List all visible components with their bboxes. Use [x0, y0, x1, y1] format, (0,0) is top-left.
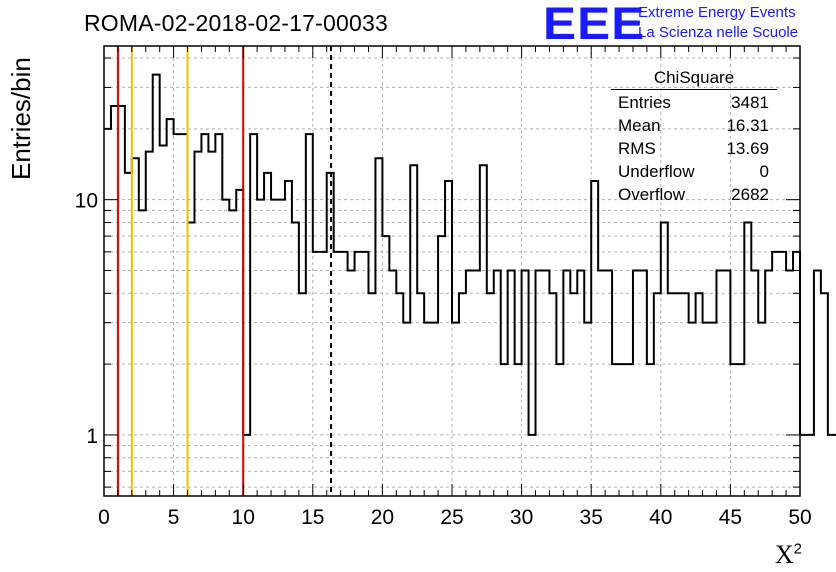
chart-title: ROMA-02-2018-02-17-00033	[84, 10, 388, 36]
logo-acronym: EEE	[543, 0, 646, 49]
stat-row-entries: Entries 3481	[611, 91, 777, 114]
stat-label: Underflow	[618, 162, 695, 181]
stat-row-mean: Mean 16.31	[611, 114, 777, 137]
x-tick-label: 35	[580, 506, 603, 529]
x-tick-label: 10	[232, 506, 255, 529]
stat-label: RMS	[618, 139, 656, 158]
x-tick-label: 45	[719, 506, 742, 529]
histogram-series	[104, 73, 836, 436]
stat-label: Mean	[618, 116, 661, 135]
x-tick-label: 20	[371, 506, 394, 529]
stat-value: 16.31	[726, 116, 769, 135]
stats-rows: Entries 3481 Mean 16.31 RMS 13.69 Underflow 0 Ov…	[611, 91, 777, 206]
x-tick-label: 25	[440, 506, 463, 529]
x-axis-label: X2	[774, 540, 802, 569]
stat-value: 3481	[731, 93, 769, 112]
x-tick-label: 5	[168, 506, 180, 529]
x-tick-label: 50	[788, 506, 811, 529]
stat-row-overflow: Overflow 2682	[611, 183, 777, 206]
stat-row-underflow: Underflow 0	[611, 160, 777, 183]
stat-value: 2682	[731, 185, 769, 204]
y-tick-label: 10	[75, 190, 98, 213]
eee-logo: EEE Extreme Energy Events La Scienza nel…	[543, 0, 836, 49]
x-tick-label: 40	[649, 506, 672, 529]
stats-box: ChiSquare Entries 3481 Mean 16.31 RMS 13.69 Un…	[611, 68, 777, 206]
logo-line-1: Extreme Energy Events	[638, 4, 796, 21]
stat-label: Overflow	[618, 185, 686, 204]
stats-title: ChiSquare	[611, 68, 777, 90]
y-tick-label: 1	[86, 425, 98, 448]
stat-value: 0	[759, 162, 769, 181]
logo-line-2: La Scienza nelle Scuole	[638, 24, 799, 41]
stat-value: 13.69	[726, 139, 769, 158]
x-tick-label: 0	[98, 506, 110, 529]
stat-label: Entries	[618, 93, 671, 112]
x-tick-label: 30	[510, 506, 533, 529]
x-tick-label: 15	[301, 506, 324, 529]
stat-row-rms: RMS 13.69	[611, 137, 777, 160]
